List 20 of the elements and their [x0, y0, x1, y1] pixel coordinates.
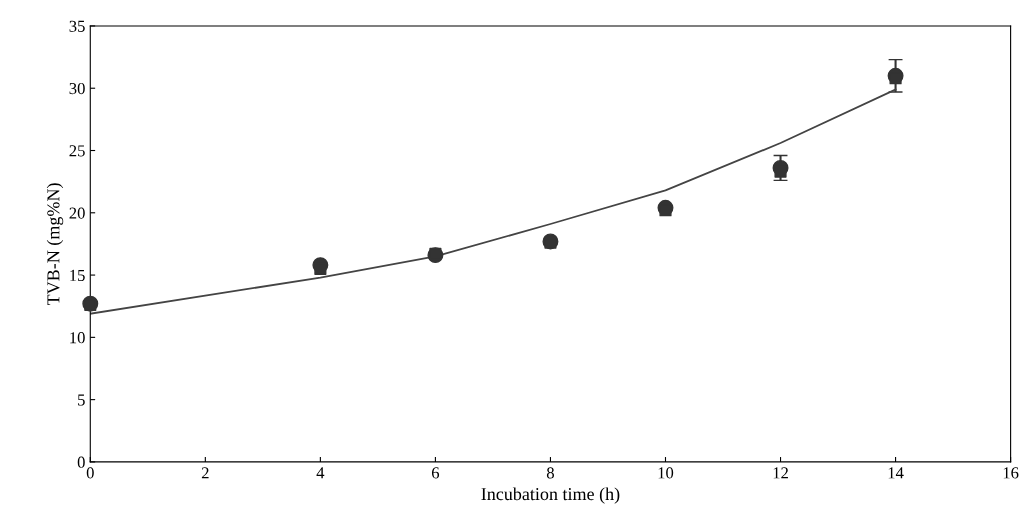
x-tick-label: 14 — [888, 467, 904, 479]
y-tick-label: 35 — [69, 20, 85, 32]
x-tick-label: 0 — [86, 467, 94, 479]
point — [429, 247, 442, 260]
x-tick-label: 6 — [431, 467, 440, 479]
y-tick-label: 10 — [70, 332, 85, 344]
x-tick-label: 2 — [201, 467, 209, 479]
x-tick-label: 16 — [1003, 467, 1019, 479]
y-axis-title: TVB-N (mg%N) — [46, 183, 64, 306]
x-axis-title: Incubation time (h) — [481, 487, 620, 504]
x-tick-label: 4 — [316, 467, 325, 479]
x-tick-label: 12 — [773, 467, 788, 479]
x-tick-label: 8 — [546, 467, 554, 479]
y-tick-label: 15 — [70, 269, 85, 282]
y-tick-label: 20 — [69, 207, 85, 219]
y-tick-label: 25 — [69, 145, 85, 157]
y-tick-label: 5 — [78, 394, 85, 406]
y-tick-label: 0 — [77, 456, 85, 468]
y-tick-label: 30 — [69, 82, 85, 95]
x-tick-label: 10 — [658, 467, 674, 479]
